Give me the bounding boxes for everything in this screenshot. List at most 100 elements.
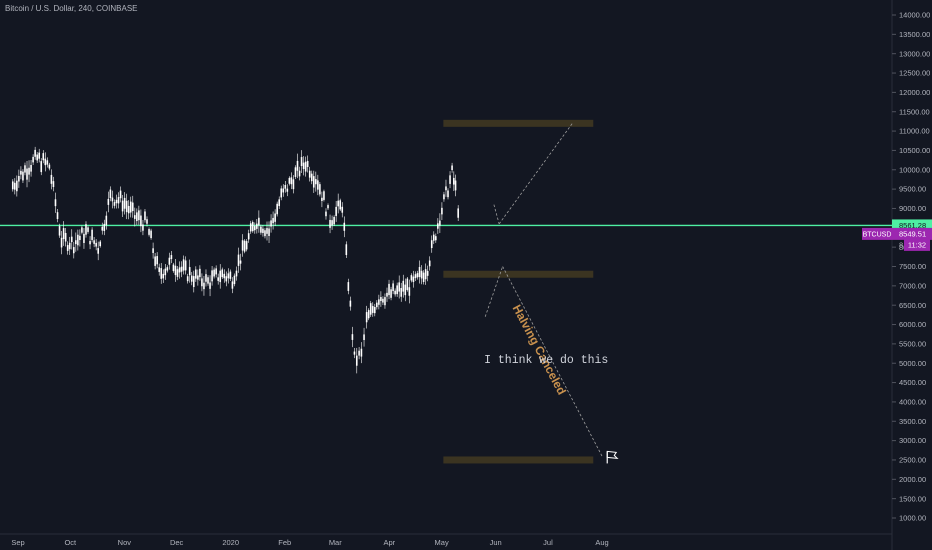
candle-body (247, 233, 250, 240)
symbol-badge-bg (862, 227, 892, 240)
candle-body (38, 152, 41, 159)
candle-body (66, 245, 69, 251)
price-axis-tick: 10500.00 (899, 146, 930, 155)
candle-body (445, 186, 447, 191)
candle-body (353, 351, 356, 355)
candle-body (253, 226, 256, 231)
price-axis-tick: 14000.00 (899, 11, 930, 20)
candle-body (205, 274, 207, 282)
candle-body (325, 211, 327, 217)
time-axis-tick: Mar (329, 538, 342, 547)
chart-title: Bitcoin / U.S. Dollar, 240, COINBASE (5, 4, 138, 13)
candle-body (432, 234, 435, 241)
candle-body (95, 242, 97, 247)
candle-body (109, 189, 112, 199)
last-price-label: 8561.28 (899, 221, 926, 230)
candle-body (310, 173, 313, 182)
candle-body (11, 181, 14, 190)
candle-body (42, 153, 45, 161)
price-axis-tick: 2500.00 (899, 456, 926, 465)
candle-body (457, 208, 459, 218)
candle-body (142, 224, 144, 231)
candle-body (152, 248, 154, 253)
candle-body (40, 161, 43, 173)
time-axis-tick: Nov (118, 538, 132, 547)
candle-body (347, 282, 350, 291)
candle-body (337, 200, 339, 207)
candle-body (203, 282, 205, 290)
candle-body (223, 273, 226, 279)
candle-body (329, 219, 331, 228)
candle-body (300, 157, 303, 167)
candle-body (64, 232, 67, 242)
candle-body (52, 181, 55, 187)
candle-body (343, 222, 346, 231)
time-axis-tick: Jun (490, 538, 502, 547)
candle-body (400, 288, 403, 297)
price-axis-tick: 6000.00 (899, 320, 926, 329)
candle-body (123, 197, 126, 209)
candle-body (93, 240, 95, 244)
price-axis-tick: 11000.00 (899, 127, 930, 136)
candle-body (418, 267, 421, 277)
candle-body (376, 302, 378, 308)
candle-body (186, 276, 189, 282)
time-axis-tick: Aug (595, 538, 608, 547)
time-axis-tick: 2020 (222, 538, 239, 547)
candle-body (87, 227, 89, 232)
candle-body (317, 180, 319, 190)
candle-body (278, 199, 281, 207)
candle-body (284, 184, 287, 189)
projection-line (493, 204, 500, 225)
candle-body (103, 223, 106, 232)
candle-body (441, 207, 443, 215)
candle-body (365, 312, 368, 323)
candle-body (392, 283, 394, 292)
candle-body (360, 348, 363, 357)
candle-body (243, 240, 246, 252)
candle-body (378, 299, 380, 305)
candle-body (296, 160, 299, 171)
candle-body (369, 303, 372, 315)
candle-body (89, 241, 91, 245)
candle-body (306, 160, 309, 168)
price-axis-tick: 3000.00 (899, 436, 926, 445)
candle-body (119, 190, 122, 199)
candle-body (245, 241, 248, 250)
candle-body (237, 254, 240, 266)
candle-body (170, 255, 173, 260)
candle-body (60, 237, 63, 248)
candle-body (290, 177, 293, 185)
candle-body (428, 260, 431, 267)
candle-body (386, 292, 388, 297)
candle-body (101, 226, 104, 231)
candle-body (158, 267, 161, 272)
candle-body (349, 300, 352, 307)
candle-body (304, 161, 307, 172)
candle-body (430, 240, 433, 249)
candle-body (447, 190, 449, 198)
candle-body (219, 270, 222, 283)
candle-body (54, 199, 57, 207)
candle-body (339, 200, 342, 210)
candle-body (394, 290, 396, 295)
price-axis-tick: 5000.00 (899, 359, 926, 368)
candle-body (176, 269, 179, 277)
price-axis-tick: 1500.00 (899, 494, 926, 503)
price-axis-tick: 4500.00 (899, 378, 926, 387)
candle-body (146, 219, 148, 224)
candle-body (83, 233, 85, 243)
candle-body (302, 162, 305, 169)
projection-line (498, 123, 573, 225)
candle-body (410, 275, 413, 281)
note-annotation: I think we do this (484, 354, 608, 367)
price-axis-tick: 7000.00 (899, 281, 926, 290)
candle-body (91, 229, 93, 240)
candle-body (162, 273, 165, 279)
price-axis-tick: 10000.00 (899, 165, 930, 174)
price-axis-tick: 12500.00 (899, 69, 930, 78)
candle-body (249, 223, 252, 232)
candle-body (50, 174, 53, 184)
candle-body (190, 275, 193, 282)
